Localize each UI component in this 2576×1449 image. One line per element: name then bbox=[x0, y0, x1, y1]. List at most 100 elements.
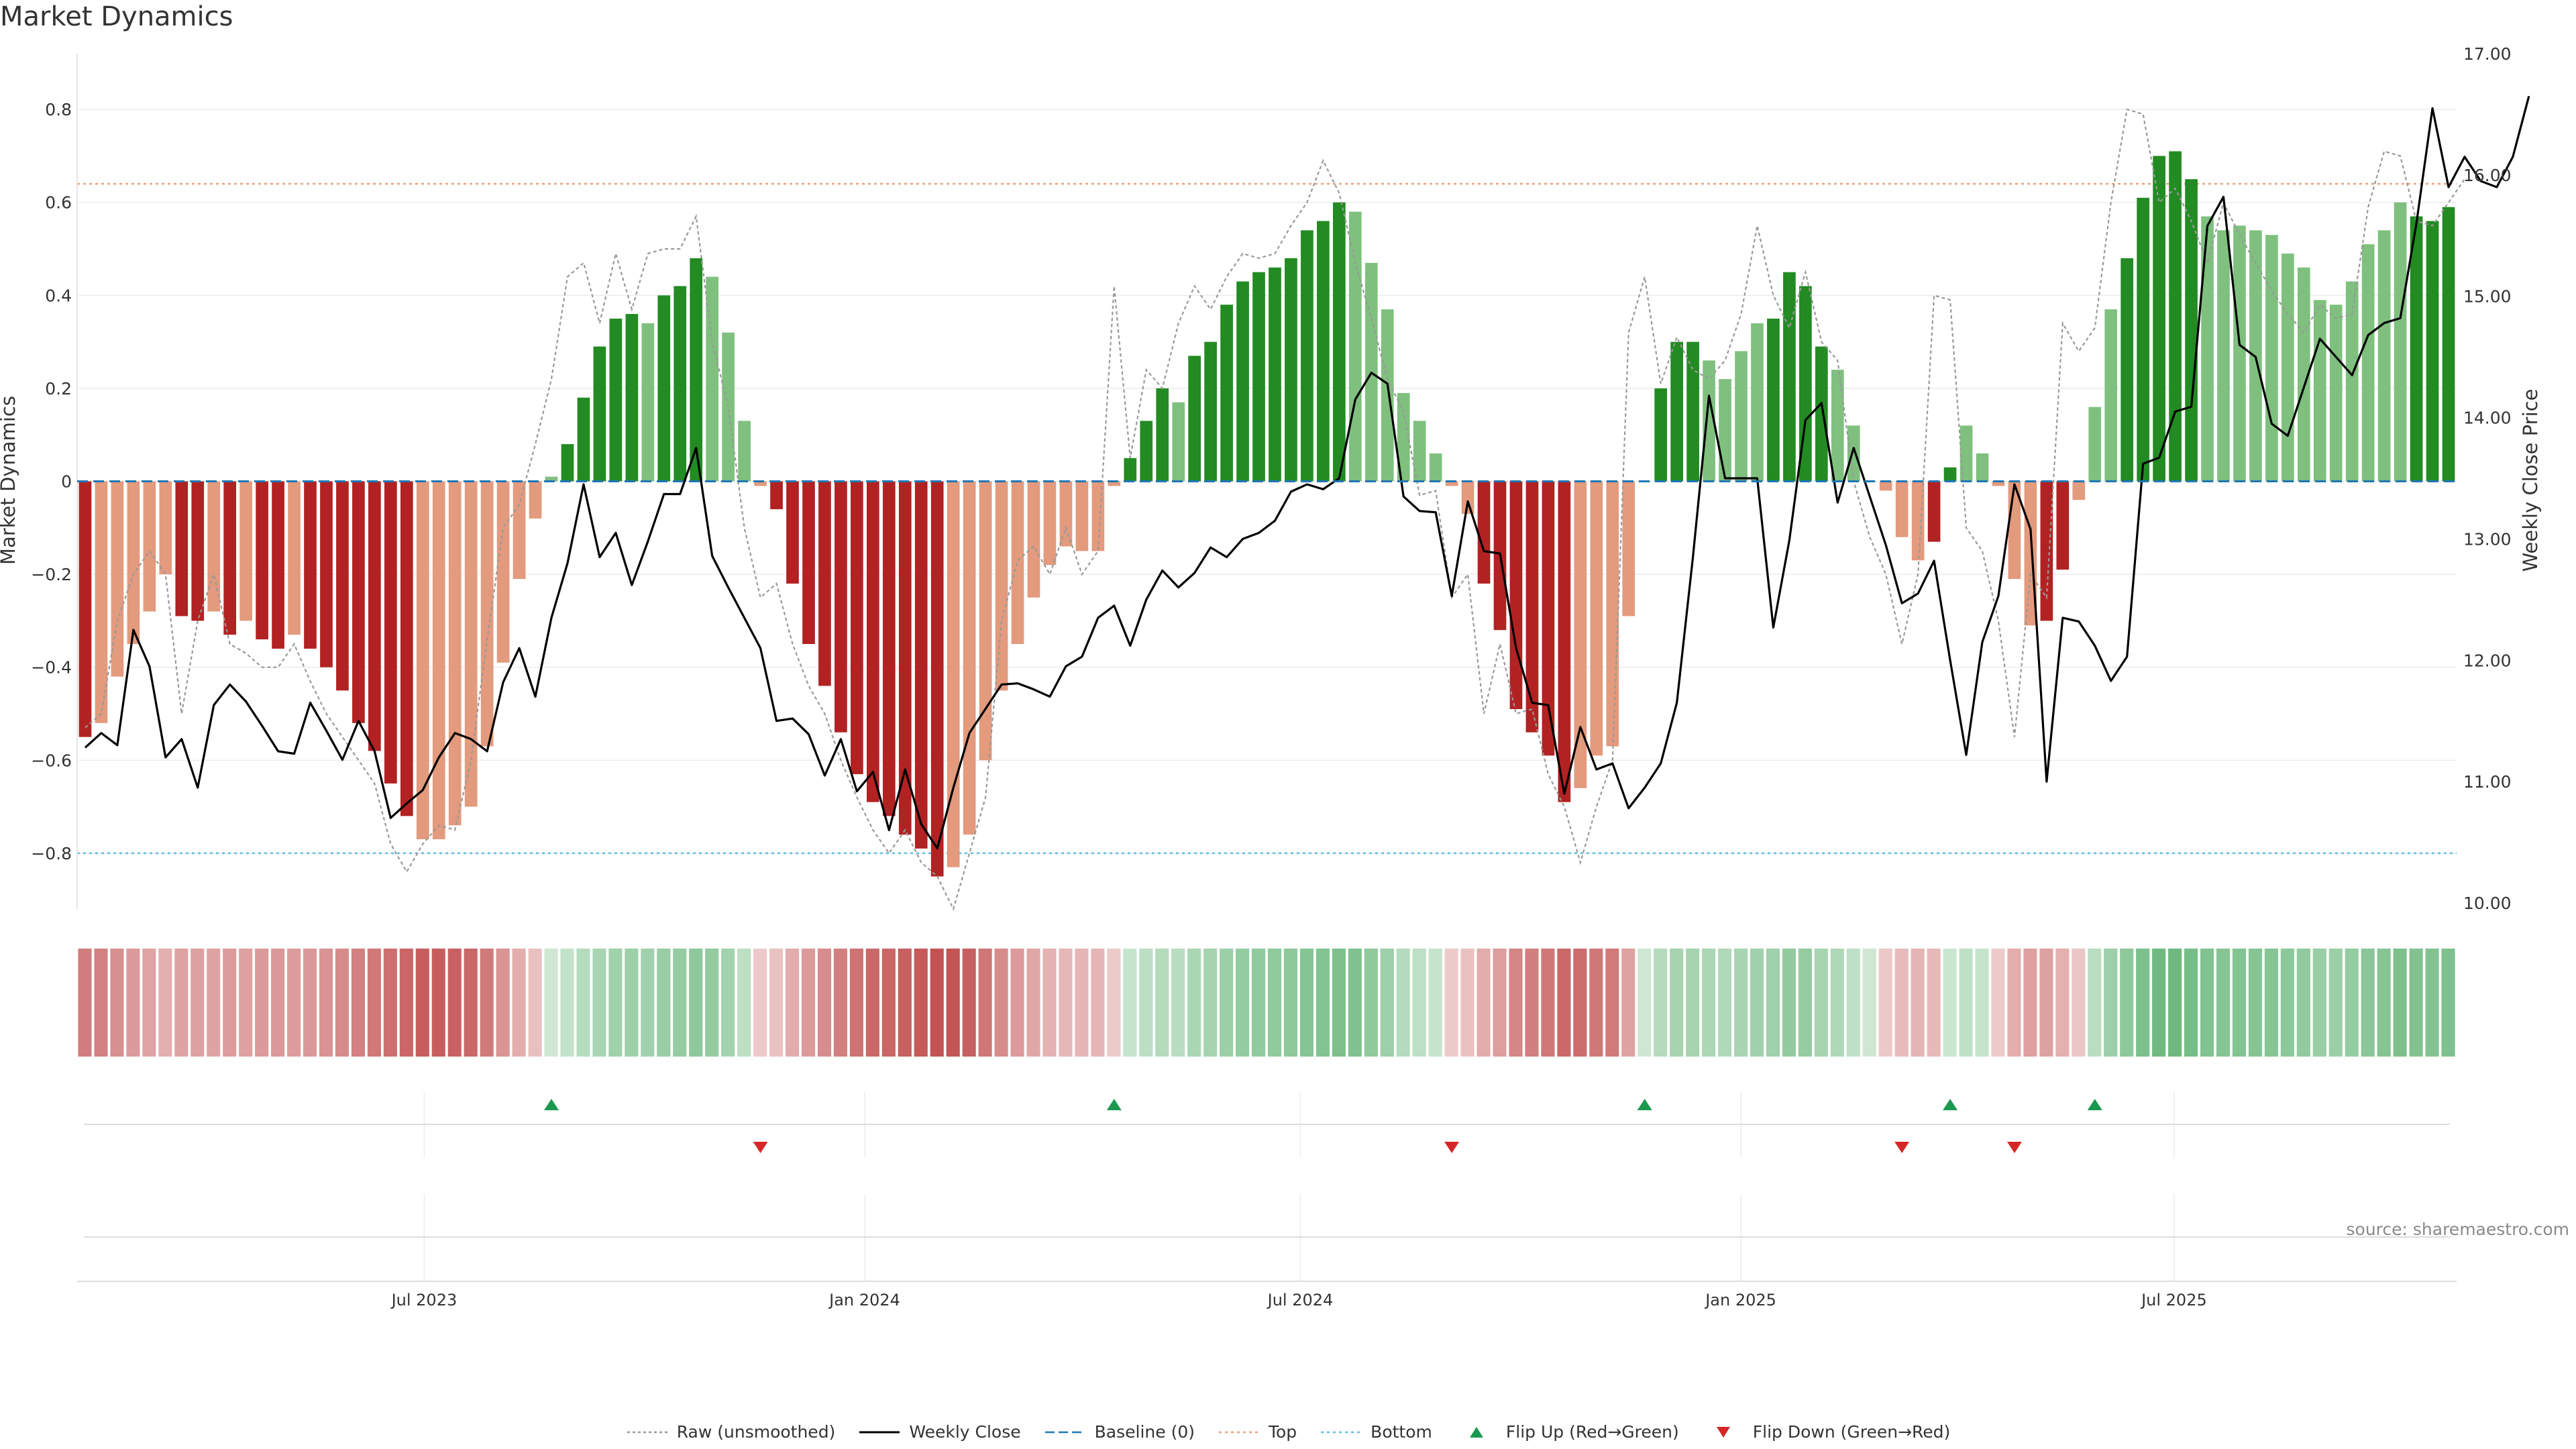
heat-cell bbox=[881, 949, 896, 1057]
dynamics-bar bbox=[78, 481, 92, 737]
heat-cell bbox=[2039, 949, 2053, 1057]
legend-label: Bottom bbox=[1371, 1422, 1432, 1442]
reference-lines bbox=[77, 182, 2457, 855]
dynamics-bar bbox=[304, 481, 317, 649]
dynamics-bar bbox=[400, 481, 413, 816]
heat-cell bbox=[705, 949, 719, 1057]
dynamics-bar bbox=[1269, 267, 1281, 482]
heat-cell bbox=[303, 949, 317, 1057]
heat-cell bbox=[1010, 949, 1024, 1057]
heat-cell bbox=[174, 949, 189, 1057]
heat-cell bbox=[1943, 949, 1957, 1057]
heat-cell bbox=[817, 949, 832, 1057]
legend-swatch-top bbox=[1218, 1431, 1259, 1433]
heat-cell bbox=[801, 949, 816, 1057]
x-tick-label: Jan 2025 bbox=[1704, 1291, 1776, 1309]
heat-cell bbox=[1830, 949, 1844, 1057]
dynamics-bar bbox=[1735, 351, 1748, 482]
heat-cell bbox=[1605, 949, 1619, 1057]
heat-cell bbox=[399, 949, 413, 1057]
heat-cell bbox=[1460, 949, 1474, 1057]
dynamics-bar bbox=[1847, 425, 1860, 482]
heat-cell bbox=[239, 949, 253, 1057]
y2-tick-label: 14.00 bbox=[2463, 409, 2512, 428]
heat-cell bbox=[1541, 949, 1555, 1057]
heat-cell bbox=[625, 949, 639, 1057]
dynamics-bar bbox=[207, 481, 221, 612]
heat-cell bbox=[1717, 949, 1732, 1057]
dynamics-bars bbox=[78, 151, 2455, 877]
heat-cell bbox=[1878, 949, 1892, 1057]
dynamics-bar bbox=[577, 397, 590, 482]
dynamics-bar bbox=[898, 481, 912, 835]
dynamics-bar bbox=[1927, 481, 1941, 542]
heat-cell bbox=[223, 949, 237, 1057]
y-tick-label: −0.8 bbox=[31, 844, 72, 863]
heat-cell bbox=[383, 949, 397, 1057]
raw-series bbox=[85, 108, 2465, 912]
legend-swatch-price bbox=[859, 1431, 900, 1433]
dynamics-bar bbox=[2282, 253, 2294, 482]
dynamics-bar bbox=[464, 481, 478, 807]
heat-cell bbox=[721, 949, 735, 1057]
heat-cell bbox=[1299, 949, 1314, 1057]
heat-cell bbox=[1267, 949, 1282, 1057]
dynamics-bar bbox=[1043, 481, 1057, 566]
heat-cell bbox=[1332, 949, 1346, 1057]
dynamics-bar bbox=[625, 314, 639, 482]
heat-cell bbox=[158, 949, 172, 1057]
dynamics-bar bbox=[2345, 281, 2359, 482]
dynamics-bar bbox=[1075, 481, 1089, 551]
heat-cell bbox=[2184, 949, 2198, 1057]
dynamics-bar bbox=[722, 332, 735, 482]
dynamics-bar bbox=[384, 481, 397, 784]
heat-cell bbox=[994, 949, 1008, 1057]
legend-item-price: Weekly Close bbox=[858, 1422, 1021, 1442]
heat-cell bbox=[2280, 949, 2294, 1057]
dynamics-bar bbox=[1220, 305, 1233, 482]
heat-cell bbox=[1573, 949, 1587, 1057]
dynamics-bar bbox=[1236, 281, 1249, 482]
dynamics-bar bbox=[979, 481, 992, 761]
dynamics-bar bbox=[1124, 458, 1137, 482]
heat-cell bbox=[1766, 949, 1780, 1057]
heat-cell bbox=[753, 949, 767, 1057]
raw-line bbox=[85, 108, 2465, 912]
heat-cell bbox=[2328, 949, 2343, 1057]
y2-tick-label: 13.00 bbox=[2463, 529, 2512, 549]
dynamics-bar bbox=[1317, 221, 1330, 482]
heat-cell bbox=[1444, 949, 1458, 1057]
heat-cell bbox=[608, 949, 623, 1057]
heat-cell bbox=[1733, 949, 1748, 1057]
dynamics-bar bbox=[320, 481, 333, 667]
dynamics-bar bbox=[496, 481, 510, 663]
heat-cell bbox=[2248, 949, 2263, 1057]
dynamics-bar bbox=[1091, 481, 1105, 551]
heat-cell bbox=[2232, 949, 2247, 1057]
dynamics-bar bbox=[1654, 388, 1668, 482]
y-tick-label: 0.6 bbox=[45, 193, 72, 213]
heat-cell bbox=[528, 949, 542, 1057]
heat-cell bbox=[447, 949, 462, 1057]
legend-label: Top bbox=[1268, 1422, 1297, 1442]
heat-cell bbox=[1846, 949, 1860, 1057]
dynamics-bar bbox=[2201, 216, 2214, 482]
heat-cell bbox=[914, 949, 928, 1057]
heat-cell bbox=[1927, 949, 1941, 1057]
dynamics-bar bbox=[2265, 235, 2278, 482]
heat-cell bbox=[94, 949, 108, 1057]
dynamics-bar bbox=[609, 318, 623, 482]
heat-cell bbox=[657, 949, 671, 1057]
dynamics-bar bbox=[256, 481, 268, 640]
heat-cell bbox=[1991, 949, 2005, 1057]
heat-cell bbox=[2152, 949, 2166, 1057]
heat-cell bbox=[142, 949, 156, 1057]
dynamics-bar bbox=[802, 481, 815, 645]
dynamics-bar bbox=[2137, 197, 2150, 482]
heat-cell bbox=[1894, 949, 1909, 1057]
heat-cell bbox=[2136, 949, 2150, 1057]
heat-cell bbox=[1798, 949, 1812, 1057]
heat-cell bbox=[464, 949, 478, 1057]
dynamics-bar bbox=[1381, 309, 1394, 482]
legend-swatch-flip_up bbox=[1469, 1426, 1483, 1438]
